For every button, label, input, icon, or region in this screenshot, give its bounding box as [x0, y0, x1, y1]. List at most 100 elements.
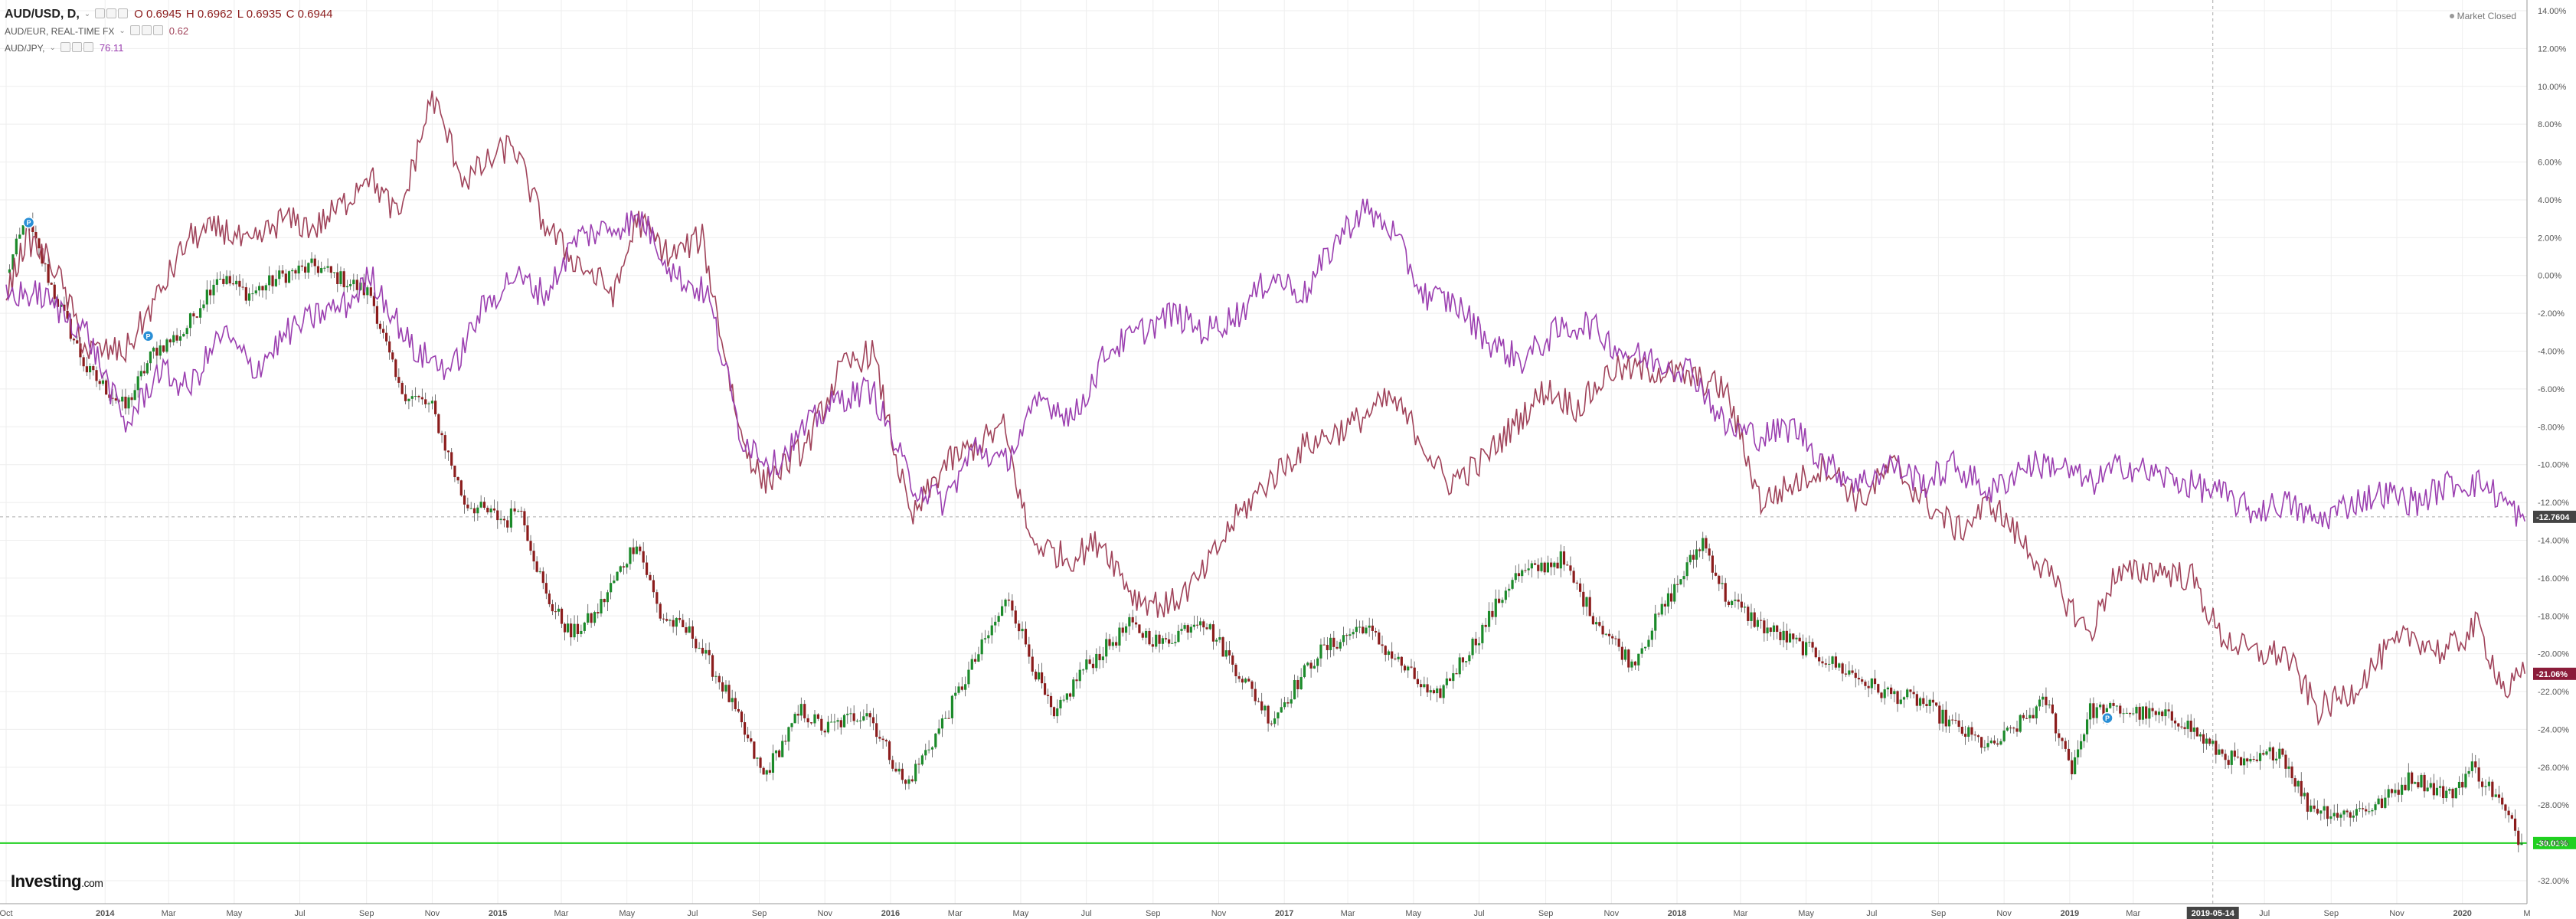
legend-row-audjpy[interactable]: AUD/JPY, ⌄ 76.11: [5, 40, 333, 57]
candle-body: [1014, 610, 1017, 624]
candle-body: [136, 376, 139, 391]
candle-body: [1108, 639, 1111, 646]
candle-body: [934, 733, 937, 747]
candle-body: [1702, 538, 1705, 551]
chevron-down-icon[interactable]: ⌄: [49, 44, 56, 52]
candle-body: [1161, 638, 1165, 644]
candle-body: [1896, 691, 1899, 705]
settings-icon[interactable]: [71, 42, 82, 52]
candle-body: [1591, 616, 1595, 625]
candle-body: [320, 267, 323, 273]
candle-body: [175, 335, 178, 341]
candle-body: [1566, 564, 1569, 566]
candle-body: [538, 571, 541, 573]
crosshair-date-label: 2019-05-14: [2192, 909, 2235, 918]
legend-row-audeur[interactable]: AUD/EUR, REAL-TIME FX ⌄ 0.62: [5, 23, 333, 40]
series3-symbol[interactable]: AUD/JPY,: [5, 43, 45, 54]
main-symbol[interactable]: AUD/USD, D,: [5, 8, 80, 21]
candle-body: [1679, 579, 1682, 585]
chevron-down-icon[interactable]: ⌄: [119, 27, 126, 35]
candle-body: [1004, 599, 1007, 607]
candle-body: [626, 564, 629, 567]
candle-body: [1319, 644, 1322, 659]
candle-body: [852, 713, 855, 721]
candle-body: [133, 390, 136, 401]
candle-body: [1461, 657, 1465, 662]
x-tick-label: Oct: [0, 909, 13, 918]
candle-body: [1886, 687, 1890, 690]
candle-body: [1339, 642, 1342, 649]
candle-body: [2394, 790, 2397, 793]
candle-body: [2281, 748, 2284, 755]
candle-body: [1989, 741, 1992, 744]
candle-body: [1231, 655, 1234, 665]
eye-icon[interactable]: [129, 25, 140, 35]
candle-body: [2517, 830, 2520, 845]
x-tick-label: Jul: [295, 909, 306, 918]
eye-icon[interactable]: [60, 42, 70, 52]
candle-body: [655, 592, 659, 604]
y-tick-label: 12.00%: [2538, 44, 2567, 54]
candle-body: [101, 380, 105, 384]
candle-body: [2470, 761, 2473, 771]
candle-body: [1938, 705, 1941, 724]
candle-body: [1508, 588, 1511, 591]
candle-body: [2215, 741, 2218, 755]
candle-body: [414, 395, 417, 397]
candle-body: [18, 234, 21, 239]
candle-body: [2227, 760, 2230, 765]
candle-body: [891, 760, 894, 769]
candle-body: [1436, 688, 1439, 694]
candle-body: [765, 770, 768, 775]
x-tick-label: Mar: [948, 909, 963, 918]
y-tick-label: -26.00%: [2538, 764, 2569, 773]
settings-icon[interactable]: [141, 25, 152, 35]
chevron-down-icon[interactable]: ⌄: [83, 10, 91, 18]
candle-body: [1650, 630, 1653, 640]
candle-body: [310, 258, 313, 263]
candle-body: [1040, 672, 1044, 684]
candle-body: [1569, 565, 1572, 571]
candle-body: [2380, 798, 2384, 808]
close-icon[interactable]: [83, 42, 93, 52]
settings-icon[interactable]: [106, 8, 117, 18]
eye-icon[interactable]: [95, 8, 106, 18]
candle-body: [897, 768, 901, 772]
candle-body: [2218, 749, 2221, 755]
candle-body: [1883, 689, 1886, 698]
close-icon[interactable]: [152, 25, 163, 35]
candle-body: [2332, 813, 2336, 817]
series2-symbol[interactable]: AUD/EUR, REAL-TIME FX: [5, 26, 115, 37]
candle-body: [1517, 573, 1521, 577]
candle-body: [1192, 624, 1195, 627]
candle-body: [2474, 761, 2477, 768]
x-tick-label: Mar: [1341, 909, 1355, 918]
candle-body: [910, 779, 914, 782]
candle-body: [787, 727, 790, 742]
legend-row-audusd[interactable]: AUD/USD, D, ⌄ O 0.6945 H 0.6962 L 0.6935…: [5, 6, 333, 23]
x-tick-label: Mar: [162, 909, 176, 918]
candle-body: [2233, 751, 2236, 757]
close-icon[interactable]: [118, 8, 129, 18]
candle-body: [675, 617, 678, 627]
candle-body: [258, 286, 261, 291]
candle-body: [2243, 758, 2246, 766]
candle-body: [2336, 813, 2339, 818]
candle-body: [1521, 570, 1524, 577]
x-tick-label: 2017: [1275, 909, 1293, 918]
candle-body: [944, 718, 947, 719]
candle-body: [1559, 551, 1562, 569]
candle-body: [244, 287, 247, 301]
candle-body: [1821, 661, 1824, 664]
candle-body: [1151, 644, 1154, 647]
candle-body: [1922, 698, 1925, 705]
candle-body: [1085, 659, 1088, 670]
candle-body: [2342, 810, 2346, 815]
candle-body: [875, 723, 878, 737]
y-tick-label: -2.00%: [2538, 309, 2565, 319]
candle-body: [1375, 630, 1378, 633]
candle-body: [947, 718, 950, 719]
candle-body: [603, 598, 606, 603]
candle-body: [323, 267, 326, 269]
